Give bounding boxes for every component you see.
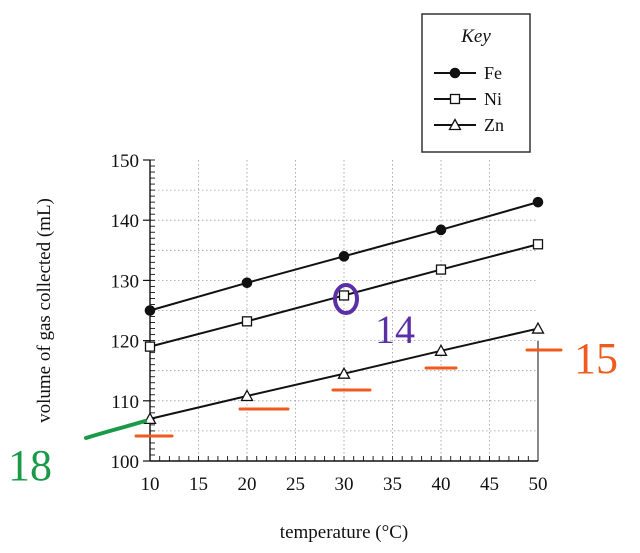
x-tick-label: 30 xyxy=(335,474,354,495)
x-tick-label: 10 xyxy=(141,474,160,495)
y-tick-label: 110 xyxy=(111,392,139,413)
purple-circle-mark xyxy=(333,283,359,315)
legend-marker-ni xyxy=(449,93,461,105)
data-point-zn xyxy=(531,321,545,334)
legend: Key Fe Ni Zn xyxy=(421,13,531,153)
data-point-zn xyxy=(143,412,157,425)
y-tick-label: 150 xyxy=(111,151,140,172)
x-tick-label: 35 xyxy=(383,474,402,495)
legend-label: Fe xyxy=(484,63,502,83)
gridlines xyxy=(150,160,538,461)
series xyxy=(143,196,545,425)
data-point-fe xyxy=(241,277,253,289)
legend-label: Zn xyxy=(484,115,504,135)
x-tick-label: 25 xyxy=(286,474,305,495)
y-tick-label: 120 xyxy=(111,332,140,353)
data-point-ni xyxy=(435,264,447,275)
data-point-zn xyxy=(240,389,254,402)
y-tick-label: 140 xyxy=(111,211,140,232)
handwritten-number: 14 xyxy=(375,307,415,352)
x-tick-label: 40 xyxy=(432,474,451,495)
data-point-zn xyxy=(434,343,448,356)
handwritten-number: 18 xyxy=(8,441,52,490)
x-tick-label: 15 xyxy=(189,474,208,495)
axes: 10 15 20 25 30 35 40 45 50 100 110 120 130 140 150 temp… xyxy=(34,151,548,543)
y-tick-label: 130 xyxy=(111,271,140,292)
legend-label: Ni xyxy=(484,89,502,109)
data-point-ni xyxy=(532,239,544,250)
data-point-fe xyxy=(144,305,156,316)
data-point-zn xyxy=(337,366,351,379)
data-point-ni xyxy=(338,290,350,301)
data-point-ni xyxy=(241,316,253,327)
x-axis-title: temperature (°C) xyxy=(280,522,408,543)
data-point-ni xyxy=(144,341,156,352)
x-tick-label: 50 xyxy=(529,474,548,495)
legend-box xyxy=(421,13,531,153)
handwritten-number: 15 xyxy=(574,334,618,383)
y-tick-label: 100 xyxy=(111,452,140,473)
legend-title: Key xyxy=(460,26,491,47)
data-point-fe xyxy=(338,251,350,262)
x-tick-label: 45 xyxy=(480,474,499,495)
y-axis-title: volume of gas collected (mL) xyxy=(34,198,55,423)
green-pen-stroke xyxy=(84,419,147,440)
x-tick-label: 20 xyxy=(238,474,257,495)
handwritten-annotations: 18 14 15 xyxy=(8,283,618,490)
data-point-fe xyxy=(435,224,447,236)
legend-marker-fe xyxy=(449,67,461,79)
data-point-fe xyxy=(532,196,544,208)
legend-marker-zn xyxy=(448,118,462,131)
